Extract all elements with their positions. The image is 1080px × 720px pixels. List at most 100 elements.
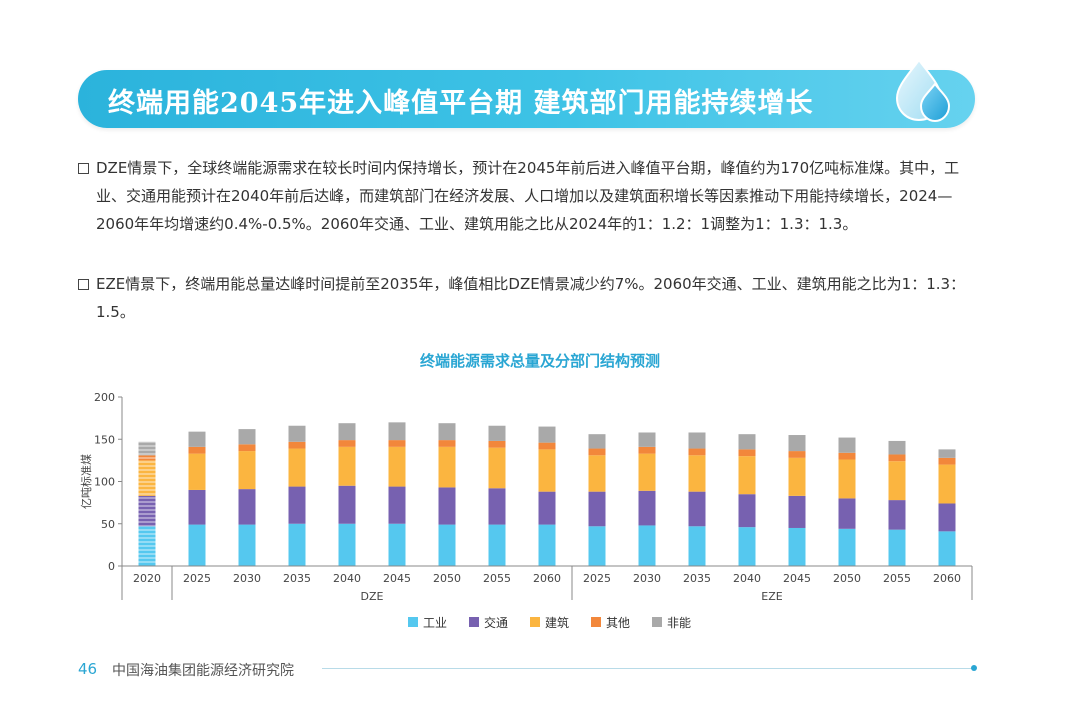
- bar-segment-hatch: [138, 441, 156, 456]
- legend-swatch: [591, 617, 601, 627]
- legend-label: 建筑: [545, 615, 569, 630]
- y-tick-label: 150: [94, 433, 115, 446]
- bar-segment: [588, 491, 606, 527]
- bar-segment: [188, 489, 206, 525]
- x-tick-label: 2050: [433, 572, 461, 585]
- paragraph-text: EZE情景下，终端用能总量达峰时间提前至2035年，峰值相比DZE情景减少约7%…: [96, 275, 966, 321]
- bar-segment: [738, 527, 756, 566]
- x-tick-label: 2035: [283, 572, 311, 585]
- x-tick-label: 2045: [783, 572, 811, 585]
- legend-label: 其他: [606, 616, 630, 630]
- bar-segment: [188, 524, 206, 566]
- bar-segment: [438, 524, 456, 566]
- x-tick-label: 2030: [233, 572, 261, 585]
- bar-segment: [338, 446, 356, 486]
- x-tick-label: 2055: [483, 572, 511, 585]
- bar-segment: [338, 440, 356, 447]
- bar-segment: [688, 526, 706, 566]
- bar-segment: [938, 531, 956, 566]
- water-drop-icon: [895, 58, 951, 123]
- bar-segment: [888, 440, 906, 455]
- bar-segment: [438, 423, 456, 441]
- bar-segment: [488, 524, 506, 566]
- bar-segment: [288, 448, 306, 487]
- bar-segment: [238, 451, 256, 490]
- bar-segment: [738, 449, 756, 457]
- bar-segment: [538, 426, 556, 443]
- bar-segment: [688, 491, 706, 527]
- bar-segment: [188, 431, 206, 447]
- x-tick-label: 2035: [683, 572, 711, 585]
- legend-label: 非能: [667, 616, 691, 630]
- y-axis-label: 亿吨标准煤: [79, 454, 93, 509]
- x-tick-label: 2025: [583, 572, 611, 585]
- bar-segment: [688, 455, 706, 492]
- bar-segment: [438, 487, 456, 525]
- group-label: DZE: [361, 590, 384, 603]
- bar-segment: [888, 529, 906, 566]
- legend-swatch: [530, 617, 540, 627]
- legend-swatch: [469, 617, 479, 627]
- bar-segment: [588, 434, 606, 449]
- bar-segment: [838, 498, 856, 529]
- footer-dot: [971, 665, 977, 671]
- bar-segment: [538, 449, 556, 492]
- bar-segment: [788, 457, 806, 496]
- y-tick-label: 200: [94, 391, 115, 404]
- bar-segment: [488, 488, 506, 525]
- bar-segment: [638, 490, 656, 526]
- bar-segment: [588, 526, 606, 566]
- bar-segment: [288, 486, 306, 524]
- bar-segment: [638, 453, 656, 491]
- bar-segment: [288, 441, 306, 449]
- bar-segment: [638, 525, 656, 566]
- bar-segment: [338, 523, 356, 566]
- legend-label: 交通: [484, 615, 508, 630]
- bar-segment: [788, 435, 806, 452]
- bar-segment: [638, 432, 656, 447]
- bar-segment: [738, 434, 756, 450]
- footer-divider: [322, 668, 972, 669]
- y-tick-label: 100: [94, 476, 115, 489]
- bar-segment: [688, 432, 706, 449]
- bar-segment-hatch: [138, 455, 156, 461]
- bar-segment: [488, 440, 506, 448]
- bar-segment: [488, 425, 506, 441]
- page-title: 终端用能2045年进入峰值平台期 建筑部门用能持续增长: [108, 88, 814, 119]
- legend-label: 工业: [423, 616, 447, 630]
- bar-segment: [388, 446, 406, 487]
- bar-segment: [188, 453, 206, 490]
- x-tick-label: 2045: [383, 572, 411, 585]
- bar-segment: [538, 491, 556, 525]
- bar-segment: [238, 489, 256, 525]
- bar-segment: [538, 442, 556, 450]
- x-tick-label: 2030: [633, 572, 661, 585]
- y-tick-label: 0: [108, 560, 115, 573]
- bar-segment: [938, 457, 956, 465]
- bar-segment: [288, 523, 306, 566]
- bar-segment: [738, 494, 756, 528]
- x-tick-label: 2040: [733, 572, 761, 585]
- group-label: EZE: [761, 590, 782, 603]
- title-banner: 终端用能2045年进入峰值平台期 建筑部门用能持续增长: [78, 70, 975, 128]
- bullet-square-icon: [78, 279, 89, 290]
- bar-segment: [488, 447, 506, 489]
- bar-segment: [338, 423, 356, 441]
- x-tick-label: 2055: [883, 572, 911, 585]
- bar-segment: [888, 461, 906, 501]
- bar-segment-hatch: [138, 495, 156, 527]
- bar-segment: [438, 446, 456, 488]
- footer-organization: 中国海油集团能源经济研究院: [112, 663, 294, 679]
- bar-segment: [888, 454, 906, 462]
- x-tick-label: 2060: [933, 572, 961, 585]
- bar-segment: [588, 455, 606, 492]
- bar-segment: [588, 448, 606, 456]
- legend-swatch: [408, 617, 418, 627]
- bar-segment: [188, 446, 206, 454]
- paragraph-eze: EZE情景下，终端用能总量达峰时间提前至2035年，峰值相比DZE情景减少约7%…: [78, 270, 978, 326]
- bar-segment: [838, 452, 856, 460]
- y-tick-label: 50: [101, 518, 115, 531]
- bar-segment-hatch: [138, 460, 156, 496]
- bar-segment: [838, 437, 856, 453]
